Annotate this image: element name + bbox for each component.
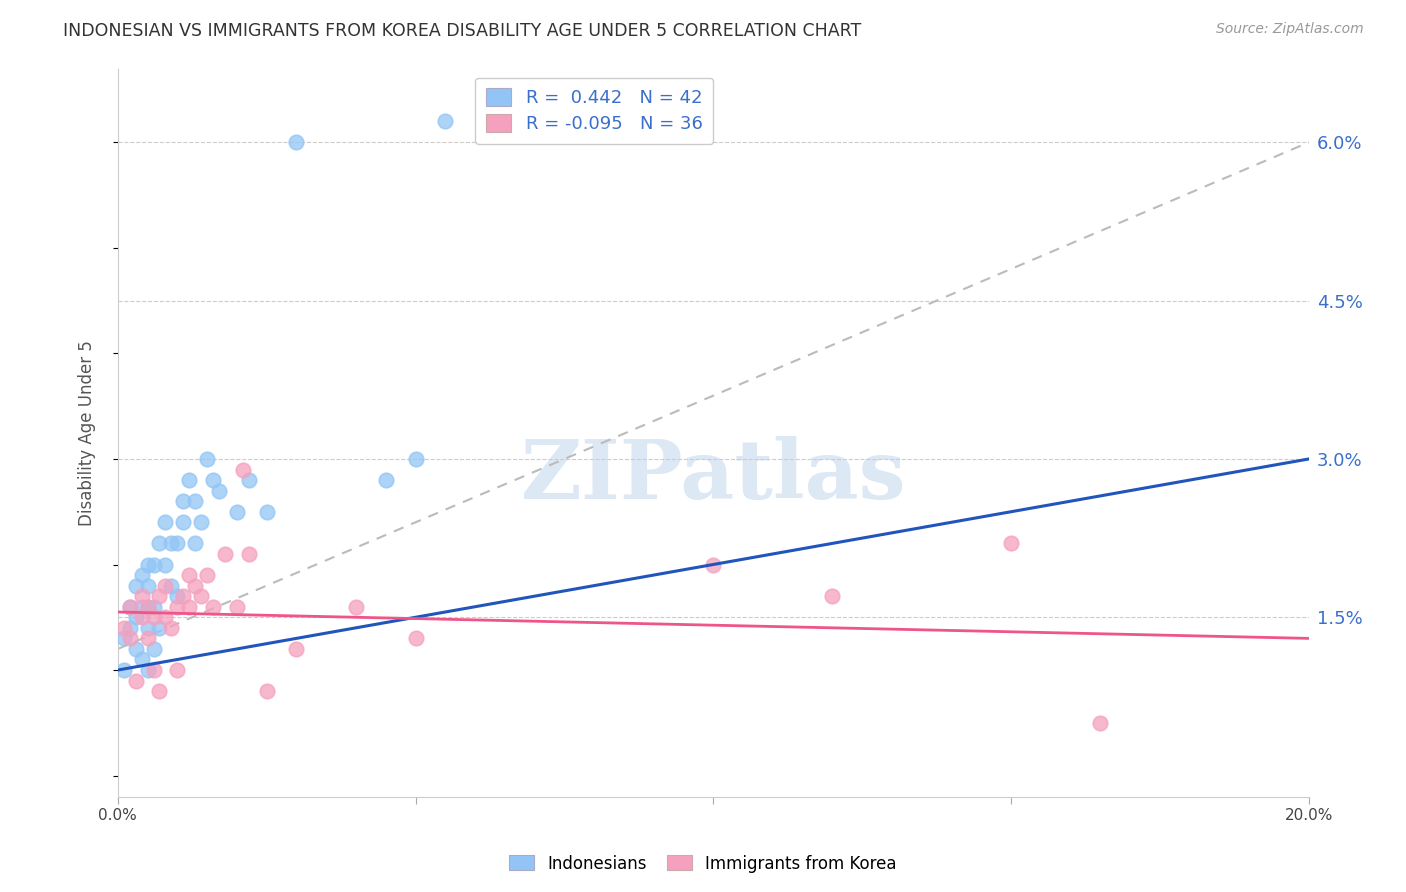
Point: [118, 632, 141, 646]
Point: [256, 684, 278, 698]
Point: [148, 589, 170, 603]
Point: [190, 516, 212, 530]
Point: [148, 684, 170, 698]
Point: [702, 558, 724, 572]
Point: [131, 610, 153, 624]
Point: [172, 494, 194, 508]
Point: [124, 642, 146, 657]
Point: [172, 516, 194, 530]
Point: [166, 663, 188, 677]
Legend: R =  0.442   N = 42, R = -0.095   N = 36: R = 0.442 N = 42, R = -0.095 N = 36: [475, 78, 713, 144]
Point: [166, 536, 188, 550]
Point: [434, 114, 457, 128]
Point: [142, 599, 165, 614]
Point: [374, 473, 396, 487]
Point: [136, 558, 159, 572]
Point: [136, 599, 159, 614]
Point: [160, 621, 183, 635]
Point: [225, 505, 247, 519]
Y-axis label: Disability Age Under 5: Disability Age Under 5: [79, 340, 96, 525]
Point: [131, 568, 153, 582]
Point: [136, 579, 159, 593]
Point: [184, 536, 207, 550]
Point: [184, 579, 207, 593]
Point: [238, 547, 260, 561]
Point: [202, 473, 225, 487]
Point: [238, 473, 260, 487]
Point: [112, 621, 135, 635]
Point: [118, 599, 141, 614]
Point: [214, 547, 236, 561]
Point: [285, 642, 308, 657]
Point: [131, 589, 153, 603]
Point: [142, 610, 165, 624]
Point: [1000, 536, 1022, 550]
Point: [131, 599, 153, 614]
Point: [405, 452, 427, 467]
Point: [1090, 715, 1112, 730]
Point: [184, 494, 207, 508]
Point: [118, 621, 141, 635]
Point: [112, 663, 135, 677]
Text: INDONESIAN VS IMMIGRANTS FROM KOREA DISABILITY AGE UNDER 5 CORRELATION CHART: INDONESIAN VS IMMIGRANTS FROM KOREA DISA…: [63, 22, 862, 40]
Point: [821, 589, 844, 603]
Point: [256, 505, 278, 519]
Point: [136, 621, 159, 635]
Point: [179, 599, 201, 614]
Point: [124, 673, 146, 688]
Legend: Indonesians, Immigrants from Korea: Indonesians, Immigrants from Korea: [502, 848, 904, 880]
Point: [131, 652, 153, 666]
Point: [160, 536, 183, 550]
Point: [112, 632, 135, 646]
Point: [124, 610, 146, 624]
Point: [179, 568, 201, 582]
Point: [155, 558, 177, 572]
Point: [202, 599, 225, 614]
Point: [344, 599, 367, 614]
Point: [179, 473, 201, 487]
Point: [208, 483, 231, 498]
Point: [160, 579, 183, 593]
Point: [166, 599, 188, 614]
Point: [232, 462, 254, 476]
Point: [124, 579, 146, 593]
Point: [118, 599, 141, 614]
Point: [136, 663, 159, 677]
Point: [166, 589, 188, 603]
Point: [142, 663, 165, 677]
Point: [190, 589, 212, 603]
Point: [142, 558, 165, 572]
Point: [285, 136, 308, 150]
Text: ZIPatlas: ZIPatlas: [520, 436, 905, 516]
Point: [155, 516, 177, 530]
Point: [155, 579, 177, 593]
Point: [136, 632, 159, 646]
Point: [142, 642, 165, 657]
Point: [405, 632, 427, 646]
Point: [148, 536, 170, 550]
Point: [195, 568, 218, 582]
Point: [172, 589, 194, 603]
Point: [195, 452, 218, 467]
Point: [225, 599, 247, 614]
Point: [136, 599, 159, 614]
Point: [155, 610, 177, 624]
Point: [148, 621, 170, 635]
Text: Source: ZipAtlas.com: Source: ZipAtlas.com: [1216, 22, 1364, 37]
